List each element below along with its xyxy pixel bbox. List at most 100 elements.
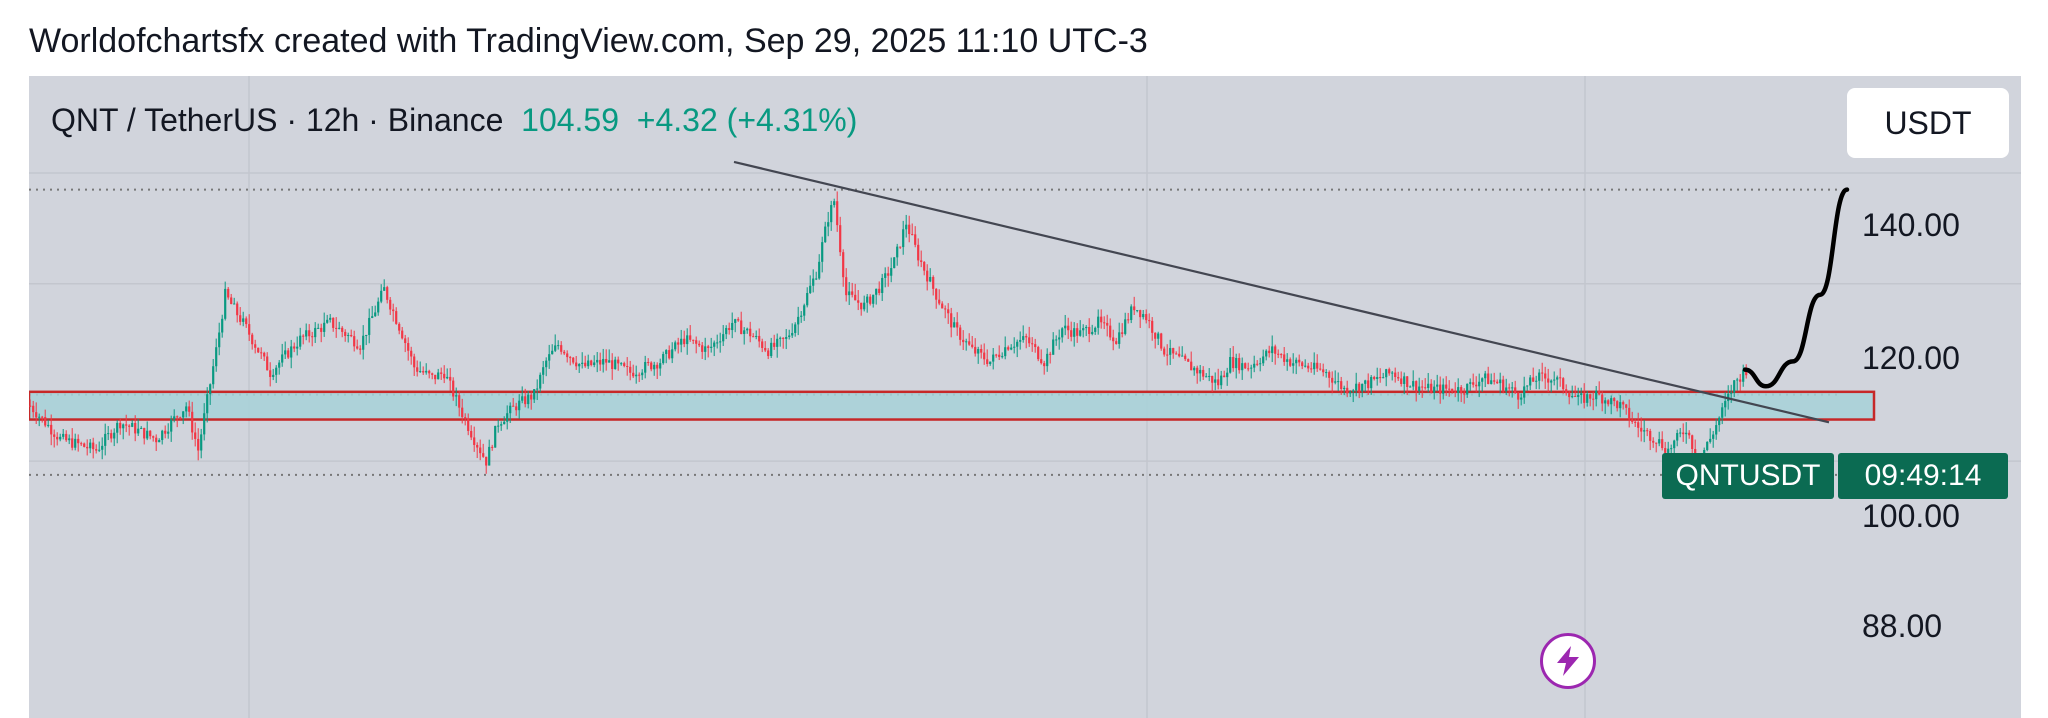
candle — [560, 341, 563, 355]
chart-area[interactable] — [29, 76, 2021, 718]
candle — [812, 269, 815, 293]
candle-body — [1055, 339, 1058, 341]
candle — [1337, 372, 1340, 392]
candle — [1562, 377, 1565, 394]
candle-body — [833, 201, 836, 206]
candle-body — [1190, 361, 1193, 371]
candle — [941, 301, 944, 309]
candle-body — [260, 352, 263, 354]
candle — [404, 334, 407, 353]
candle-body — [755, 335, 758, 337]
candle — [317, 323, 320, 329]
projection-layer[interactable] — [1742, 187, 1850, 389]
candle — [473, 426, 476, 452]
candle — [416, 360, 419, 377]
candle — [350, 329, 353, 338]
candle-body — [212, 366, 215, 385]
candle-body — [914, 234, 917, 245]
candle — [1196, 365, 1199, 384]
trendline-layer[interactable] — [733, 160, 1830, 424]
candle — [971, 336, 974, 349]
candle-body — [1202, 369, 1205, 377]
candle-body — [497, 425, 500, 427]
candle — [1418, 377, 1421, 395]
candle-body — [1739, 379, 1742, 382]
candle-body — [176, 416, 179, 418]
candle — [641, 369, 644, 380]
candle-body — [1181, 355, 1184, 357]
candle — [56, 432, 59, 446]
candle-body — [1193, 367, 1196, 371]
candle — [1181, 346, 1184, 357]
candle-body — [761, 341, 764, 348]
candle — [791, 323, 794, 338]
candle-body — [335, 327, 338, 329]
candle — [407, 337, 410, 361]
lightning-bolt-icon[interactable] — [1540, 633, 1596, 689]
candle-body — [188, 406, 191, 412]
candle — [92, 437, 95, 459]
candle-body — [1631, 419, 1634, 422]
candle — [1106, 314, 1109, 337]
candle — [1298, 354, 1301, 367]
candle-body — [1034, 344, 1037, 348]
candle-body — [107, 433, 110, 435]
candle — [1295, 357, 1298, 375]
candle-body — [1538, 372, 1541, 381]
candle-body — [1553, 379, 1556, 381]
candle-body — [515, 406, 518, 411]
candle-body — [542, 367, 545, 375]
candle-body — [725, 328, 728, 335]
candle — [974, 338, 977, 357]
candle — [650, 361, 653, 372]
candle-body — [434, 374, 437, 380]
candle — [542, 360, 545, 384]
candle-body — [992, 354, 995, 362]
candle — [1040, 349, 1043, 365]
candle — [59, 433, 62, 442]
candle — [1535, 375, 1538, 390]
candle — [143, 427, 146, 445]
candle — [1655, 442, 1658, 453]
candle-body — [1025, 336, 1028, 338]
candle — [569, 355, 572, 366]
candle — [992, 347, 995, 370]
currency-label: USDT — [1884, 104, 1972, 141]
candle-body — [1733, 380, 1736, 393]
candle — [1358, 382, 1361, 399]
candle — [929, 268, 932, 283]
candle — [1718, 416, 1721, 432]
candle-body — [329, 317, 332, 320]
candle — [842, 249, 845, 287]
candle-body — [974, 346, 977, 354]
candle-body — [827, 222, 830, 227]
candle — [197, 428, 200, 461]
candle — [137, 419, 140, 436]
candle-body — [1454, 391, 1457, 394]
candle — [1439, 376, 1442, 404]
candle — [914, 226, 917, 248]
candle — [695, 336, 698, 354]
candle-body — [1397, 377, 1400, 379]
candle-body — [371, 316, 374, 318]
price-chart[interactable] — [29, 76, 2021, 718]
candle-body — [1463, 393, 1466, 395]
candle — [371, 306, 374, 319]
candle — [1199, 364, 1202, 382]
candle-body — [236, 303, 239, 316]
support-zone — [29, 390, 1876, 421]
candle — [818, 254, 821, 280]
candle-body — [1745, 369, 1748, 376]
candle-body — [362, 335, 365, 350]
currency-button[interactable]: USDT — [1847, 88, 2009, 158]
candle — [1049, 351, 1052, 364]
candle-body — [98, 449, 101, 451]
candle — [551, 344, 554, 355]
candle — [503, 416, 506, 425]
candle-body — [1742, 369, 1745, 382]
candle — [1289, 357, 1292, 368]
candle-body — [548, 354, 551, 361]
candle-body — [668, 350, 671, 359]
candle — [1622, 400, 1625, 410]
candle — [968, 333, 971, 346]
